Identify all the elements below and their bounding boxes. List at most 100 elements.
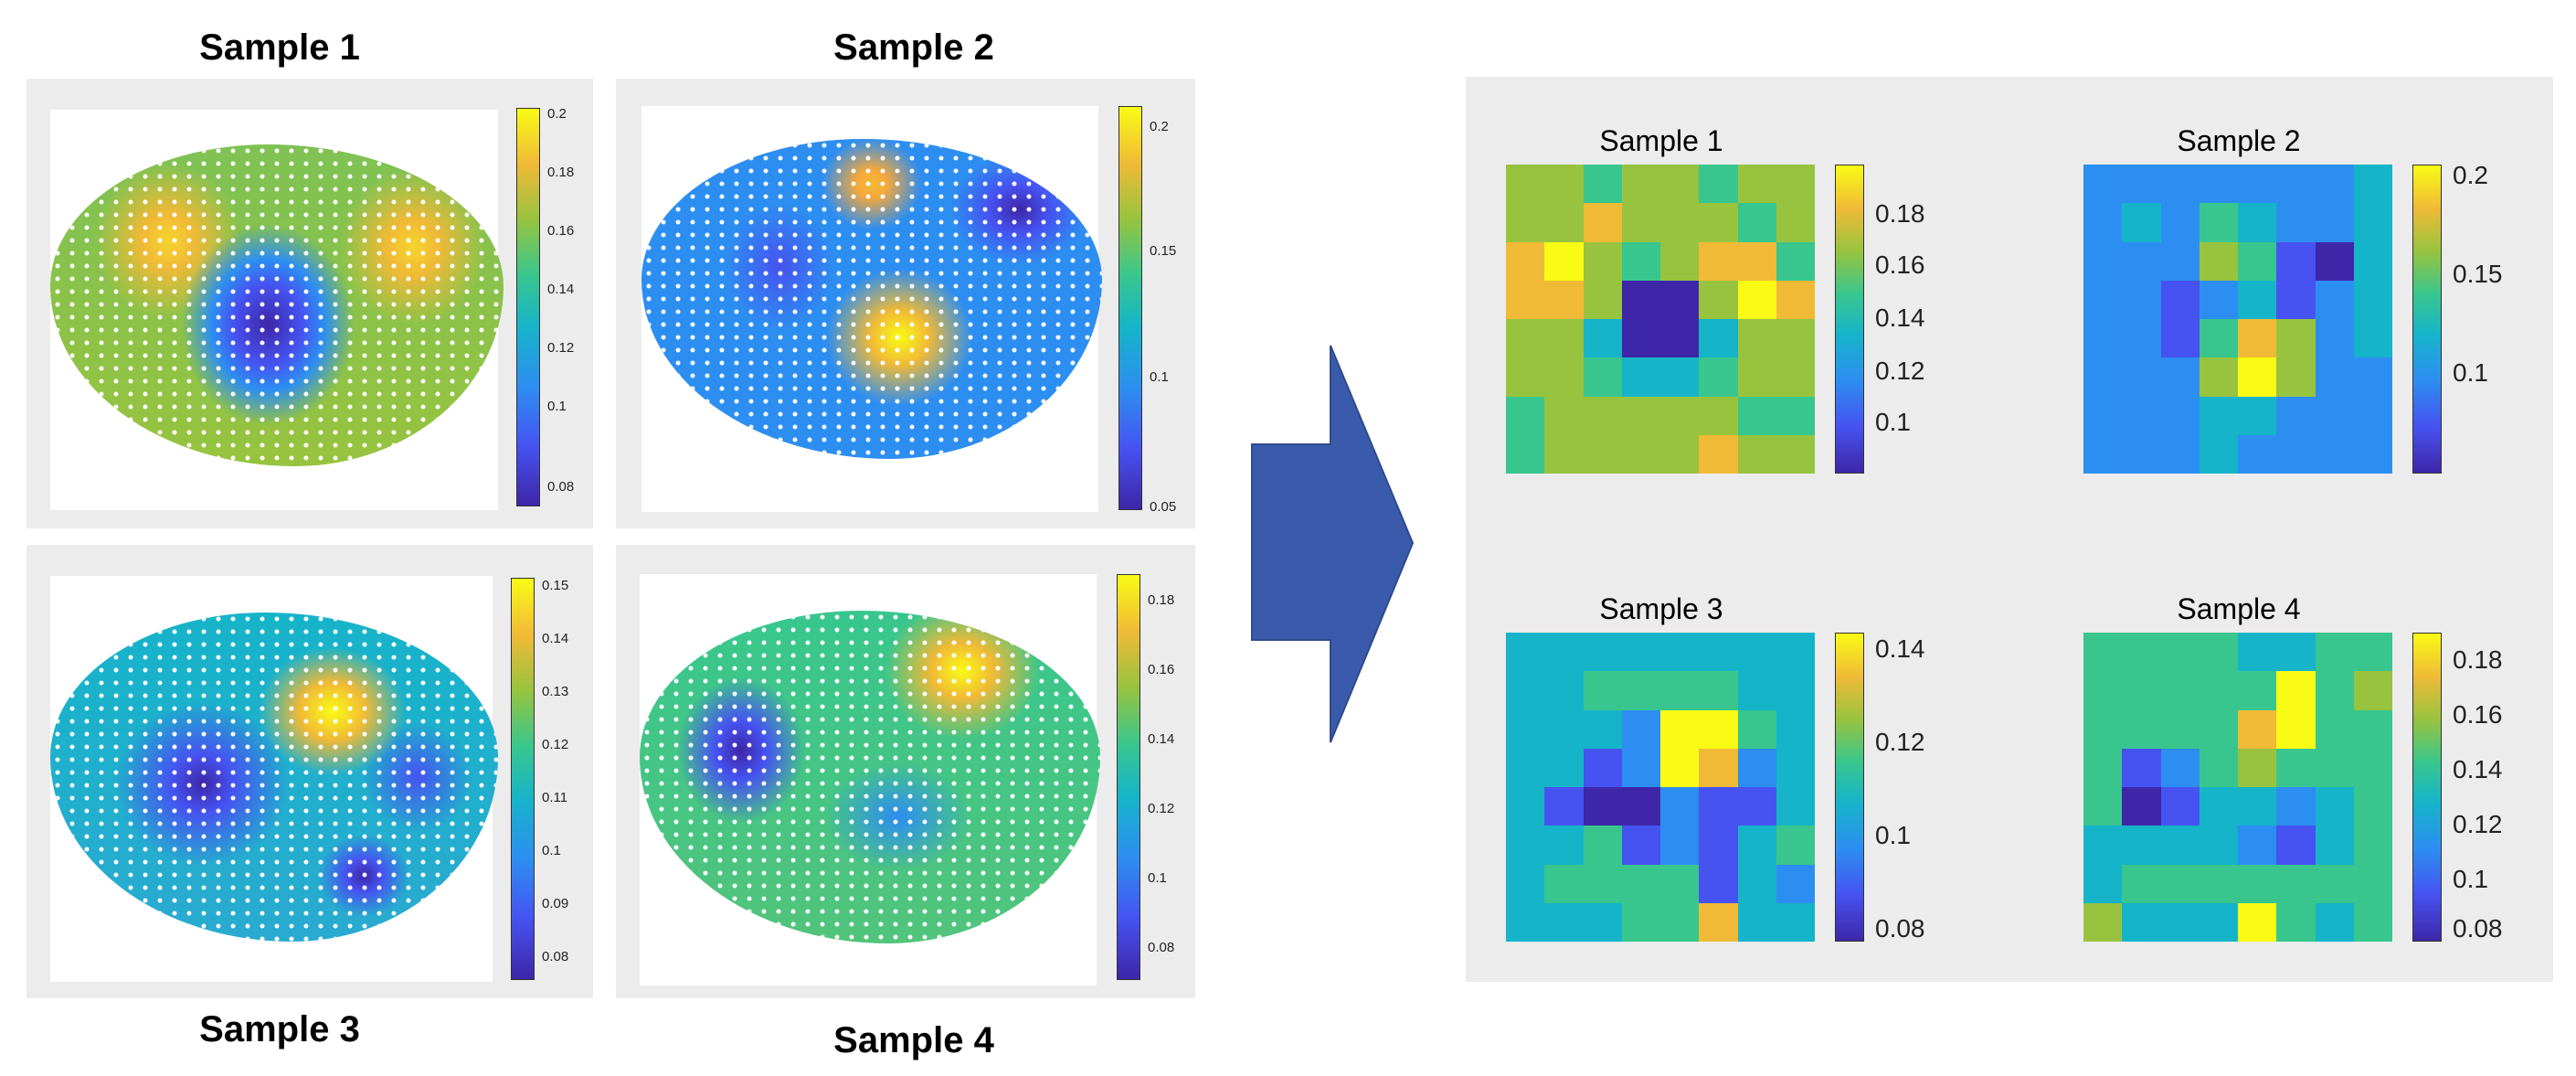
heatmap-cell — [1621, 203, 1660, 242]
colorbar-tick: 0.1 — [2453, 358, 2488, 387]
mesh-heatmap — [641, 139, 1102, 459]
heatmap-cell — [2199, 319, 2238, 358]
heatmap-cell — [1699, 165, 1738, 204]
heatmap-cell — [2083, 709, 2123, 749]
left-title-sample-1: Sample 1 — [199, 27, 360, 68]
heatmap-cell — [2199, 787, 2238, 826]
heatmap-cell — [1737, 396, 1776, 435]
colorbar-tick: 0.12 — [1875, 728, 1925, 756]
heatmap-cell — [2353, 319, 2392, 358]
heatmap-cell — [1699, 319, 1738, 358]
heatmap-cell — [1544, 787, 1584, 826]
colorbar-tick: 0.12 — [1875, 357, 1925, 385]
heatmap-cell — [1506, 671, 1545, 710]
heatmap-cell — [1737, 165, 1776, 204]
heatmap-cell — [1776, 357, 1815, 397]
heatmap-cell — [2122, 748, 2161, 787]
heatmap-cell — [1660, 165, 1700, 204]
heatmap-cell — [2353, 748, 2392, 787]
heatmap-cell — [2276, 671, 2316, 710]
heatmap-cell — [1583, 357, 1622, 397]
heatmap-cell — [1621, 357, 1660, 397]
colorbar-tick: 0.18 — [547, 165, 575, 180]
heatmap-cell — [2315, 826, 2354, 865]
heatmap-cell — [1737, 203, 1776, 242]
colorbar-tick: 0.14 — [1875, 304, 1925, 332]
heatmap-cell — [2160, 748, 2200, 787]
heatmap-cell — [1737, 787, 1776, 826]
heatmap-cell — [2353, 357, 2392, 397]
heatmap-cell — [1506, 902, 1545, 942]
heatmap-cell — [2122, 203, 2161, 242]
heatmap-cell — [2083, 902, 2123, 942]
heatmap-cell — [2160, 396, 2200, 435]
heatmap-cell — [1583, 280, 1622, 319]
heatmap-cell — [2160, 826, 2200, 865]
heatmap-cell — [1699, 748, 1738, 787]
heatmap-cell — [2199, 280, 2238, 319]
heatmap-cell — [2315, 319, 2354, 358]
heatmap-cell — [1660, 748, 1700, 787]
heatmap-cell — [1699, 241, 1738, 281]
heatmap-cell — [1699, 709, 1738, 749]
heatmap-cell — [1776, 902, 1815, 942]
heatmap-cell — [2122, 280, 2161, 319]
heatmap-cell — [2276, 864, 2316, 903]
heatmap-cell — [1737, 709, 1776, 749]
heatmap-cell — [2353, 396, 2392, 435]
heatmap-cell — [2238, 709, 2277, 749]
heatmap-cell — [2276, 434, 2316, 474]
heatmap-cell — [1506, 434, 1545, 474]
heatmap-grid-sample-2 — [2083, 165, 2392, 474]
colorbar-tick: 0.08 — [1148, 940, 1175, 955]
heatmap-cell — [1544, 748, 1584, 787]
heatmap-cell — [2315, 633, 2354, 672]
colorbar-tick: 0.16 — [1875, 250, 1925, 279]
left-panel-sample-2: 0.2 0.15 0.1 0.05 — [616, 79, 1195, 528]
heatmap-cell — [1621, 165, 1660, 204]
heatmap-cell — [1544, 826, 1584, 865]
colorbar-tick: 0.1 — [2453, 865, 2488, 893]
heatmap-cell — [2276, 902, 2316, 942]
heatmap-cell — [1621, 826, 1660, 865]
colorbar-tick: 0.2 — [2453, 161, 2488, 189]
left-panel-sample-1: 0.2 0.18 0.16 0.14 0.12 0.1 0.08 — [27, 79, 593, 528]
heatmap-cell — [1544, 165, 1584, 204]
heatmap-cell — [1583, 671, 1622, 710]
heatmap-cell — [1699, 902, 1738, 942]
colorbar-tick: 0.18 — [1148, 592, 1175, 608]
colorbar — [2412, 633, 2442, 942]
heatmap-cell — [1660, 709, 1700, 749]
heatmap-cell — [2353, 671, 2392, 710]
heatmap-cell — [2199, 709, 2238, 749]
heatmap-cell — [2122, 826, 2161, 865]
heatmap-cell — [1506, 165, 1545, 204]
heatmap-cell — [2083, 864, 2123, 903]
heatmap-cell — [2083, 357, 2123, 397]
colorbar — [1835, 165, 1864, 474]
heatmap-cell — [1660, 280, 1700, 319]
colorbar-tick: 0.12 — [547, 340, 575, 356]
heatmap-cell — [1776, 633, 1815, 672]
heatmap-cell — [2083, 748, 2123, 787]
colorbar-tick: 0.14 — [542, 631, 569, 646]
heatmap-cell — [1737, 826, 1776, 865]
heatmap-cell — [2315, 902, 2354, 942]
heatmap-cell — [2353, 902, 2392, 942]
heatmap-cell — [1776, 434, 1815, 474]
heatmap-cell — [1776, 319, 1815, 358]
heatmap-cell — [2199, 902, 2238, 942]
colorbar-tick: 0.09 — [542, 896, 569, 911]
heatmap-cell — [2160, 709, 2200, 749]
heatmap-cell — [1621, 241, 1660, 281]
heatmap-cell — [2353, 241, 2392, 281]
colorbar-tick: 0.16 — [2453, 700, 2503, 729]
heatmap-cell — [1621, 396, 1660, 435]
heatmap-title-sample-2: Sample 2 — [2177, 124, 2301, 157]
mesh-heatmap — [640, 611, 1100, 943]
heatmap-cell — [2238, 241, 2277, 281]
heatmap-cell — [2199, 826, 2238, 865]
arrow-shape — [1251, 345, 1415, 743]
colorbar-tick: 0.11 — [542, 790, 568, 805]
mesh-nodes — [641, 139, 1102, 459]
